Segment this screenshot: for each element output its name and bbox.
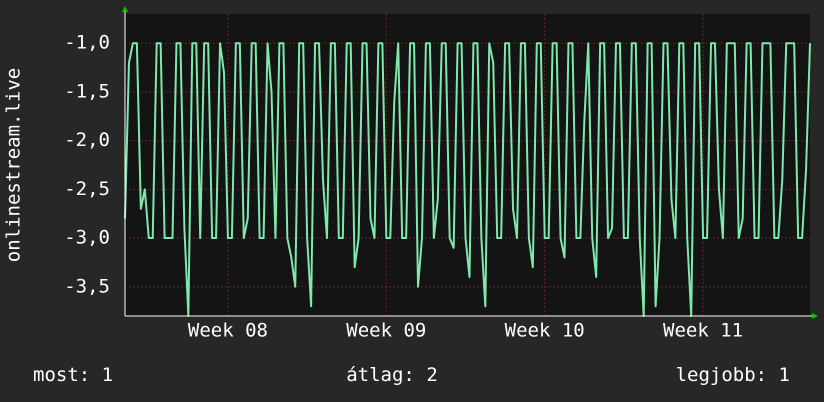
footer-item: most: 1 bbox=[33, 364, 113, 386]
y-tick-label: -1,0 bbox=[64, 32, 110, 54]
y-axis-arrow bbox=[122, 6, 128, 12]
x-tick-label: Week 09 bbox=[346, 320, 426, 342]
plot: -1,0 -1,5 -2,0 -2,5 -3,0 -3,5 Week 08 Week 09 We… bbox=[64, 14, 811, 342]
x-axis-arrow bbox=[812, 313, 818, 319]
footer-label: legjobb: bbox=[676, 364, 768, 386]
footer-item: átlag: 2 bbox=[346, 364, 438, 386]
y-tick-label: -3,5 bbox=[64, 275, 110, 297]
footer-label: átlag: bbox=[346, 364, 415, 386]
y-tick-label: -1,5 bbox=[64, 80, 110, 102]
y-axis-label: onlinestream.live bbox=[3, 68, 25, 262]
y-tick-label: -2,5 bbox=[64, 178, 110, 200]
x-tick-label: Week 11 bbox=[663, 320, 743, 342]
y-tick-label: -2,0 bbox=[64, 129, 110, 151]
footer-value: 2 bbox=[426, 364, 437, 386]
x-tick-label: Week 10 bbox=[505, 320, 585, 342]
footer-value: 1 bbox=[102, 364, 113, 386]
y-tick-label: -3,0 bbox=[64, 227, 110, 249]
x-tick-label: Week 08 bbox=[188, 320, 268, 342]
footer-item: legjobb: 1 bbox=[676, 364, 790, 386]
footer-value: 1 bbox=[779, 364, 790, 386]
data-line bbox=[124, 42, 811, 317]
footer-label: most: bbox=[33, 364, 90, 386]
